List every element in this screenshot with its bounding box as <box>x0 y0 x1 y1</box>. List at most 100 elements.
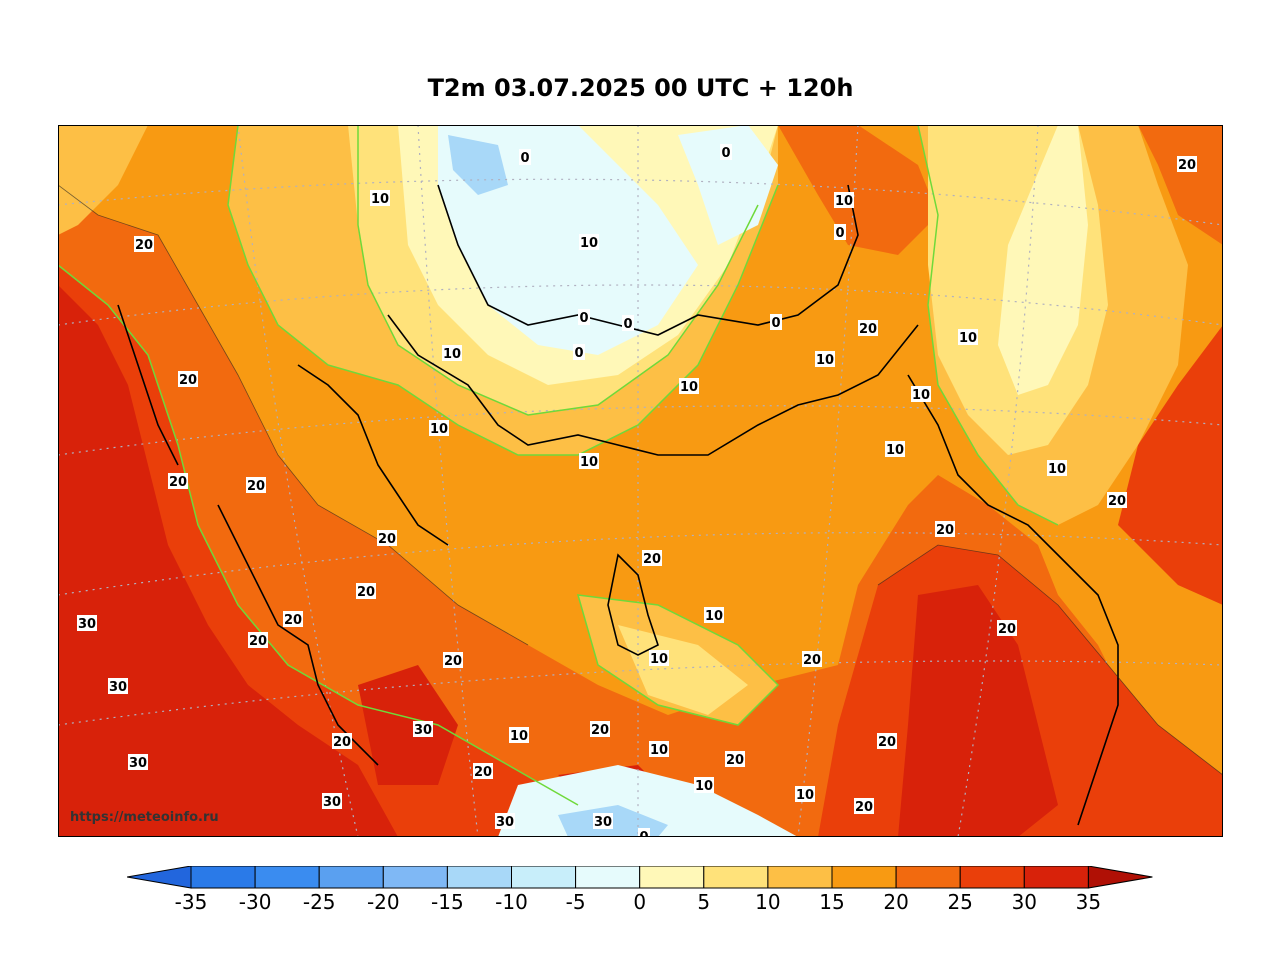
contour-labels: 0 0 0 0 0 0 0 0 10 10 10 10 10 10 10 10 10 10 10 10 10 10 10 10… <box>77 144 1197 837</box>
contour-label-bg <box>997 620 1017 636</box>
contour-label: 0 <box>835 226 844 241</box>
contour-label-bg <box>834 192 854 208</box>
contour-label-bg <box>725 751 745 767</box>
colorbar-tick-label: 35 <box>1075 890 1102 914</box>
contour-label-bg <box>642 550 662 566</box>
coastlines <box>117 184 1119 826</box>
contour-label-bg <box>473 763 493 779</box>
contour-label-bg <box>128 754 148 770</box>
temperature-map[interactable]: 0 0 0 0 0 0 0 0 10 10 10 10 10 10 10 10 10 10 10 10 10 10 10 10… <box>58 125 1223 837</box>
colorbar-tick-label: -5 <box>565 890 586 914</box>
contour-label: 10 <box>430 422 448 437</box>
colorbar-segment <box>895 865 961 889</box>
contour-label: 0 <box>520 151 529 166</box>
contour-label-bg <box>413 721 433 737</box>
contour-label: 10 <box>680 380 698 395</box>
colorbar-tick-label: 30 <box>1011 890 1038 914</box>
contour-label-bg <box>370 190 390 206</box>
contour-label: 10 <box>705 609 723 624</box>
contour-label-bg <box>622 315 634 331</box>
contour-label: 0 <box>639 830 648 837</box>
colorbar-over-triangle <box>1087 865 1153 889</box>
colorbar-segment <box>1023 865 1089 889</box>
contour-label-bg <box>638 828 650 837</box>
colorbar-segment <box>575 865 641 889</box>
contour-label-bg <box>593 813 613 829</box>
colorbar-segment <box>703 865 769 889</box>
contour-label-bg <box>858 320 878 336</box>
contour-label: 10 <box>580 455 598 470</box>
contour-label: 10 <box>371 192 389 207</box>
contour-label: 20 <box>249 634 267 649</box>
contour-label: 20 <box>474 765 492 780</box>
contour-label-bg <box>694 777 714 793</box>
contour-label-bg <box>248 632 268 648</box>
contour-label: 20 <box>333 735 351 750</box>
contour-label-bg <box>679 378 699 394</box>
contour-label-bg <box>579 453 599 469</box>
contour-label: 0 <box>771 316 780 331</box>
colorbar-tick-label: -25 <box>302 890 336 914</box>
colorbar-tick-label: -15 <box>431 890 464 914</box>
contour-label-bg <box>815 351 835 367</box>
contour-label: 20 <box>247 479 265 494</box>
contour-label-bg <box>322 793 342 809</box>
contour-label: 0 <box>721 146 730 161</box>
contour-label-bg <box>770 314 782 330</box>
contour-label-bg <box>854 798 874 814</box>
contour-label-bg <box>649 741 669 757</box>
contour-label-bg <box>495 813 515 829</box>
map-title: T2m 03.07.2025 00 UTC + 120h <box>427 74 854 102</box>
contour-label: 10 <box>510 729 528 744</box>
contour-label: 30 <box>594 815 612 830</box>
contour-label-bg <box>377 530 397 546</box>
isotherm-lines <box>58 125 1059 806</box>
colorbar-segment <box>767 865 833 889</box>
contour-label: 20 <box>998 622 1016 637</box>
contour-label: 10 <box>580 236 598 251</box>
colorbar-segment <box>959 865 1025 889</box>
contour-label: 30 <box>496 815 514 830</box>
contour-label: 10 <box>959 331 977 346</box>
contour-label: 20 <box>284 613 302 628</box>
contour-label: 20 <box>135 238 153 253</box>
watermark: https://meteoinfo.ru <box>70 810 219 825</box>
contour-label-bg <box>332 733 352 749</box>
colorbar-segment <box>511 865 577 889</box>
contour-label-bg <box>1047 460 1067 476</box>
contour-label-bg <box>283 611 303 627</box>
contour-label: 20 <box>878 735 896 750</box>
contour-label: 30 <box>109 680 127 695</box>
contour-label-bg <box>573 344 585 360</box>
contour-label-bg <box>911 386 931 402</box>
contour-label: 20 <box>179 373 197 388</box>
colorbar-tick-label: -10 <box>495 890 528 914</box>
contour-label: 0 <box>574 346 583 361</box>
contour-label-bg <box>649 650 669 666</box>
contour-label: 0 <box>579 311 588 326</box>
contour-label: 10 <box>695 779 713 794</box>
colorbar-tick-label: 25 <box>947 890 973 914</box>
contour-label-bg <box>935 521 955 537</box>
contour-label: 30 <box>323 795 341 810</box>
colorbar-tick-label: 20 <box>883 890 909 914</box>
colorbar-segment <box>639 865 705 889</box>
contour-label: 0 <box>623 317 632 332</box>
contour-label: 10 <box>650 652 668 667</box>
contour-label-bg <box>578 309 590 325</box>
contour-label: 10 <box>650 743 668 758</box>
contour-label-bg <box>429 420 449 436</box>
colorbar-segment <box>318 865 384 889</box>
contour-label: 10 <box>443 347 461 362</box>
colorbar-tick-label: -20 <box>366 890 400 914</box>
contour-label: 20 <box>444 654 462 669</box>
contour-label-bg <box>77 615 97 631</box>
contour-label: 30 <box>129 756 147 771</box>
colorbar-segment <box>382 865 448 889</box>
contour-label: 20 <box>378 532 396 547</box>
contour-label-bg <box>442 345 462 361</box>
contour-label-bg <box>509 727 529 743</box>
colorbar-segment <box>254 865 320 889</box>
contour-label-bg <box>246 477 266 493</box>
colorbar-tick-label: 15 <box>819 890 845 914</box>
